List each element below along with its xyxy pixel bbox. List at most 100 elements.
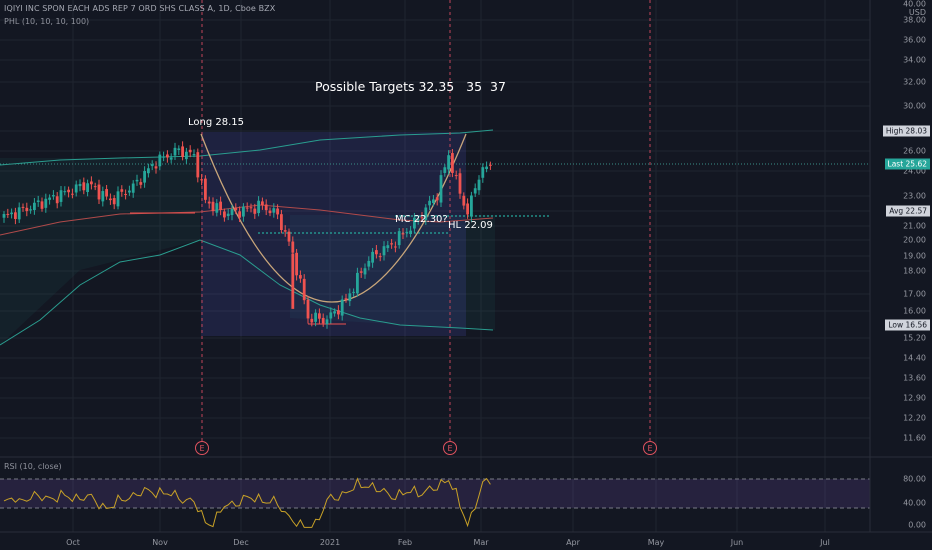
candle-body bbox=[352, 291, 355, 293]
candle-body bbox=[447, 155, 450, 170]
candle-body bbox=[428, 200, 431, 206]
candle-body bbox=[485, 166, 488, 170]
candle-body bbox=[63, 191, 67, 193]
candle-body bbox=[359, 271, 363, 273]
candle-body bbox=[348, 293, 352, 302]
candle-body bbox=[333, 311, 336, 314]
price-tick-label: 11.60 bbox=[903, 433, 926, 443]
candle-body bbox=[234, 207, 238, 211]
earnings-event-marker[interactable]: E bbox=[643, 441, 657, 455]
candle-body bbox=[230, 208, 234, 215]
earnings-event-marker[interactable]: E bbox=[443, 441, 457, 455]
candle-body bbox=[367, 260, 371, 267]
candle-body bbox=[120, 189, 124, 192]
price-tick-label: 23.00 bbox=[903, 191, 926, 201]
earnings-event-marker[interactable]: E bbox=[195, 441, 209, 455]
price-tick-label: 21.00 bbox=[903, 221, 926, 231]
candle-body bbox=[74, 184, 78, 193]
price-tick-label: 38.00 bbox=[903, 15, 926, 25]
candle-body bbox=[378, 256, 382, 258]
candle-body bbox=[143, 171, 146, 183]
candle-body bbox=[207, 201, 211, 204]
candle-body bbox=[458, 173, 462, 194]
candle-body bbox=[226, 213, 230, 217]
time-tick-label: Jul bbox=[820, 538, 830, 547]
cup-range-box bbox=[201, 132, 466, 336]
candle-body bbox=[128, 190, 131, 193]
time-tick-label: Jun bbox=[730, 538, 744, 547]
candle-body bbox=[150, 164, 154, 167]
candle-body bbox=[325, 319, 329, 325]
candle-body bbox=[67, 189, 70, 193]
rsi-line bbox=[3, 477, 491, 528]
candle-body bbox=[477, 179, 481, 191]
price-tick-label: 20.00 bbox=[903, 235, 926, 245]
candle-body bbox=[211, 201, 215, 212]
candle-body bbox=[6, 213, 10, 215]
candle-body bbox=[318, 313, 321, 319]
candle-body bbox=[473, 188, 477, 194]
candle-body bbox=[443, 167, 447, 173]
candle-body bbox=[329, 312, 333, 319]
candle-body bbox=[401, 233, 405, 235]
candle-body bbox=[166, 154, 169, 158]
price-tick-label: 18.00 bbox=[903, 266, 926, 276]
candle-body bbox=[424, 207, 428, 220]
candle-body bbox=[489, 164, 492, 166]
price-tick-label: 36.00 bbox=[903, 35, 926, 45]
candle-body bbox=[2, 214, 6, 218]
candle-body bbox=[249, 207, 253, 209]
candle-body bbox=[181, 146, 184, 158]
candle-body bbox=[245, 207, 249, 209]
rsi-legend: RSI (10, close) bbox=[4, 462, 62, 471]
candle-body bbox=[219, 201, 222, 211]
candle-body bbox=[33, 202, 36, 211]
time-tick-label: Mar bbox=[473, 538, 489, 547]
price-tick-label: 26.00 bbox=[903, 146, 926, 156]
candle-body bbox=[386, 245, 390, 249]
candle-body bbox=[470, 195, 473, 217]
candle-body bbox=[162, 156, 165, 158]
candle-body bbox=[295, 252, 298, 276]
candle-body bbox=[344, 298, 348, 300]
candle-body bbox=[52, 195, 55, 197]
time-tick-label: Oct bbox=[66, 538, 80, 547]
low-price-tag: Low 16.56 bbox=[885, 319, 930, 331]
candle-body bbox=[394, 246, 397, 248]
candle-body bbox=[310, 318, 314, 323]
rsi-band bbox=[0, 479, 870, 508]
candle-body bbox=[204, 178, 207, 200]
price-tick-label: 32.00 bbox=[903, 77, 926, 87]
candle-body bbox=[306, 299, 310, 319]
candle-body bbox=[337, 310, 340, 315]
price-tick-label: 17.00 bbox=[903, 289, 926, 299]
candle-body bbox=[93, 186, 97, 188]
candle-body bbox=[55, 196, 59, 204]
price-tick-label: 30.00 bbox=[903, 101, 926, 111]
candle-body bbox=[280, 214, 283, 231]
candle-body bbox=[21, 206, 25, 208]
candle-body bbox=[36, 200, 40, 202]
candle-body bbox=[40, 201, 44, 209]
price-tick-label: 19.00 bbox=[903, 251, 926, 261]
price-tick-label: 12.20 bbox=[903, 413, 926, 423]
mc-annotation: MC 22.30? bbox=[395, 214, 448, 225]
candle-body bbox=[382, 246, 386, 256]
candle-body bbox=[413, 217, 416, 229]
candle-body bbox=[112, 198, 116, 205]
candle-body bbox=[302, 278, 306, 301]
candle-body bbox=[363, 268, 367, 275]
candle-body bbox=[71, 193, 74, 195]
candle-body bbox=[78, 184, 82, 187]
candle-body bbox=[409, 230, 412, 235]
cup-curve bbox=[200, 133, 467, 303]
candle-body bbox=[481, 167, 485, 178]
time-tick-label: 2021 bbox=[319, 538, 341, 547]
candle-body bbox=[276, 208, 279, 215]
candle-body bbox=[299, 275, 302, 279]
time-tick-label: Apr bbox=[566, 538, 580, 547]
candle-body bbox=[147, 168, 150, 174]
candle-body bbox=[466, 203, 469, 215]
price-tick-label: 24.00 bbox=[903, 166, 926, 176]
